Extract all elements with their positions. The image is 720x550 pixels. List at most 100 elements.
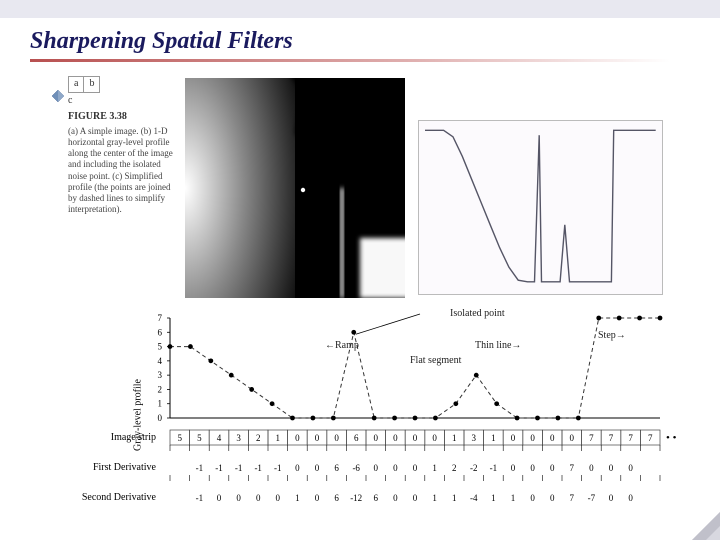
svg-text:-1: -1 bbox=[196, 463, 204, 473]
svg-text:0: 0 bbox=[511, 433, 516, 443]
svg-text:6: 6 bbox=[374, 493, 379, 503]
row-label-second: Second Derivative bbox=[78, 492, 156, 503]
svg-text:-6: -6 bbox=[352, 463, 360, 473]
svg-text:0: 0 bbox=[628, 493, 633, 503]
svg-text:5: 5 bbox=[197, 433, 202, 443]
svg-text:6: 6 bbox=[158, 327, 163, 337]
panel-a-image bbox=[185, 78, 405, 298]
svg-text:7: 7 bbox=[589, 433, 594, 443]
svg-text:1: 1 bbox=[276, 433, 281, 443]
svg-text:-1: -1 bbox=[274, 463, 282, 473]
svg-text:1: 1 bbox=[158, 399, 163, 409]
svg-text:1: 1 bbox=[432, 493, 437, 503]
svg-text:• •: • • bbox=[666, 432, 677, 444]
svg-text:7: 7 bbox=[570, 463, 575, 473]
svg-text:-1: -1 bbox=[215, 463, 223, 473]
svg-text:0: 0 bbox=[393, 433, 398, 443]
annot-thin-line: Thin line→ bbox=[475, 340, 521, 351]
svg-text:4: 4 bbox=[217, 433, 222, 443]
svg-text:0: 0 bbox=[393, 463, 398, 473]
svg-text:0: 0 bbox=[158, 413, 163, 423]
svg-text:0: 0 bbox=[413, 463, 418, 473]
figure-number: FIGURE 3.38 bbox=[68, 111, 178, 124]
svg-text:-7: -7 bbox=[588, 493, 596, 503]
figure-caption-column: a b c FIGURE 3.38 (a) A simple image. (b… bbox=[68, 76, 178, 216]
svg-text:0: 0 bbox=[530, 493, 535, 503]
svg-text:2: 2 bbox=[158, 384, 163, 394]
svg-text:1: 1 bbox=[491, 493, 496, 503]
svg-text:1: 1 bbox=[452, 433, 457, 443]
svg-text:6: 6 bbox=[334, 463, 339, 473]
svg-text:-4: -4 bbox=[470, 493, 478, 503]
figure-caption: (a) A simple image. (b) 1-D horizontal g… bbox=[68, 126, 178, 216]
svg-text:0: 0 bbox=[315, 463, 320, 473]
svg-text:5: 5 bbox=[158, 342, 163, 352]
svg-text:0: 0 bbox=[393, 493, 398, 503]
svg-text:-2: -2 bbox=[470, 463, 478, 473]
slide-title: Sharpening Spatial Filters bbox=[30, 28, 720, 55]
svg-text:2: 2 bbox=[452, 463, 457, 473]
svg-text:0: 0 bbox=[530, 463, 535, 473]
svg-text:0: 0 bbox=[413, 433, 418, 443]
svg-text:0: 0 bbox=[550, 493, 555, 503]
svg-text:7: 7 bbox=[570, 493, 575, 503]
svg-text:3: 3 bbox=[236, 433, 241, 443]
svg-text:0: 0 bbox=[413, 493, 418, 503]
svg-text:0: 0 bbox=[432, 433, 437, 443]
svg-text:-1: -1 bbox=[490, 463, 498, 473]
svg-text:3: 3 bbox=[472, 433, 477, 443]
svg-text:0: 0 bbox=[295, 433, 300, 443]
page-corner-fold-icon bbox=[692, 512, 720, 540]
svg-text:-1: -1 bbox=[235, 463, 243, 473]
svg-text:0: 0 bbox=[256, 493, 261, 503]
svg-text:3: 3 bbox=[158, 370, 163, 380]
svg-text:2: 2 bbox=[256, 433, 261, 443]
subfig-a: a bbox=[69, 77, 84, 92]
svg-text:0: 0 bbox=[276, 493, 281, 503]
annot-ramp: ←Ramp bbox=[325, 340, 359, 351]
svg-text:1: 1 bbox=[432, 463, 437, 473]
top-bar bbox=[0, 0, 720, 18]
svg-text:0: 0 bbox=[374, 433, 379, 443]
svg-text:7: 7 bbox=[648, 433, 653, 443]
svg-text:0: 0 bbox=[589, 463, 594, 473]
row-label-first: First Derivative bbox=[78, 462, 156, 473]
subfig-c: c bbox=[68, 95, 178, 108]
svg-text:-12: -12 bbox=[350, 493, 362, 503]
svg-text:0: 0 bbox=[236, 493, 241, 503]
svg-text:0: 0 bbox=[315, 433, 320, 443]
svg-text:0: 0 bbox=[570, 433, 575, 443]
svg-text:1: 1 bbox=[295, 493, 300, 503]
svg-text:4: 4 bbox=[158, 356, 163, 366]
svg-text:0: 0 bbox=[530, 433, 535, 443]
svg-text:6: 6 bbox=[334, 493, 339, 503]
svg-text:0: 0 bbox=[550, 463, 555, 473]
svg-text:1: 1 bbox=[452, 493, 457, 503]
svg-text:1: 1 bbox=[491, 433, 496, 443]
svg-text:-1: -1 bbox=[196, 493, 204, 503]
annot-flat: Flat segment bbox=[410, 355, 461, 366]
svg-text:7: 7 bbox=[628, 433, 633, 443]
svg-text:0: 0 bbox=[334, 433, 339, 443]
panel-c-chart: Gray-level profile 012345675543210006000… bbox=[120, 310, 680, 520]
svg-text:0: 0 bbox=[609, 463, 614, 473]
svg-text:0: 0 bbox=[315, 493, 320, 503]
content-area: a b c FIGURE 3.38 (a) A simple image. (b… bbox=[0, 70, 720, 550]
svg-text:0: 0 bbox=[609, 493, 614, 503]
svg-text:0: 0 bbox=[550, 433, 555, 443]
title-underline bbox=[30, 59, 670, 62]
svg-text:0: 0 bbox=[511, 463, 516, 473]
svg-text:7: 7 bbox=[609, 433, 614, 443]
svg-text:5: 5 bbox=[178, 433, 183, 443]
svg-text:7: 7 bbox=[158, 313, 163, 323]
svg-text:0: 0 bbox=[295, 463, 300, 473]
subfig-labels-ab: a b bbox=[68, 76, 100, 93]
svg-text:1: 1 bbox=[511, 493, 516, 503]
svg-text:0: 0 bbox=[217, 493, 222, 503]
subfig-b: b bbox=[84, 77, 99, 92]
annot-step: Step→ bbox=[598, 330, 626, 341]
svg-text:6: 6 bbox=[354, 433, 359, 443]
row-label-strip: Image strip bbox=[78, 432, 156, 443]
svg-text:0: 0 bbox=[628, 463, 633, 473]
panel-b-profile bbox=[418, 120, 663, 295]
